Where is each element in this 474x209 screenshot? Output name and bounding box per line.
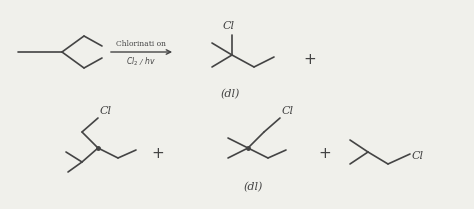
Text: Cl: Cl (100, 106, 112, 116)
Text: $Cl_2$ / $hv$: $Cl_2$ / $hv$ (126, 56, 156, 69)
Text: +: + (319, 145, 331, 161)
Text: +: + (304, 52, 316, 68)
Text: Cl: Cl (282, 106, 294, 116)
Text: Cl: Cl (412, 151, 424, 161)
Text: Cl: Cl (223, 21, 235, 31)
Text: (dl): (dl) (220, 89, 240, 99)
Text: (dl): (dl) (243, 182, 263, 192)
Text: Chlorinati on: Chlorinati on (116, 40, 166, 48)
Text: +: + (152, 145, 164, 161)
